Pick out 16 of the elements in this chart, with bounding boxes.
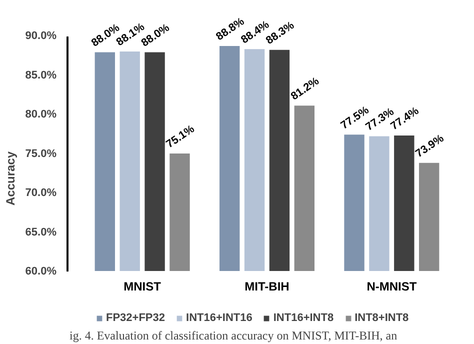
- legend-label: INT8+INT8: [354, 312, 409, 324]
- legend-label: INT16+INT8: [273, 312, 334, 324]
- text: ig. 4. Evaluation of classification accuracy on MNIST, MIT-BIH, an: [70, 328, 398, 342]
- x-tick-label: N-MNIST: [366, 280, 418, 294]
- y-axis-title: Accuracy: [3, 151, 18, 206]
- y-tick-label: 80.0%: [25, 108, 57, 121]
- y-tick-label: 90.0%: [25, 30, 57, 42]
- y-tick-label: 65.0%: [25, 226, 57, 238]
- legend-label: FP32+FP32: [106, 312, 166, 324]
- y-tick-label: 70.0%: [25, 187, 57, 200]
- x-tick-label: MIT-BIH: [244, 280, 290, 294]
- y-tick-label: 85.0%: [25, 69, 57, 82]
- y-tick-label: 75.0%: [25, 148, 57, 160]
- y-tick-label: 60.0%: [25, 266, 57, 278]
- x-tick-label: MNIST: [124, 280, 162, 294]
- legend-label: INT16+INT16: [186, 312, 252, 324]
